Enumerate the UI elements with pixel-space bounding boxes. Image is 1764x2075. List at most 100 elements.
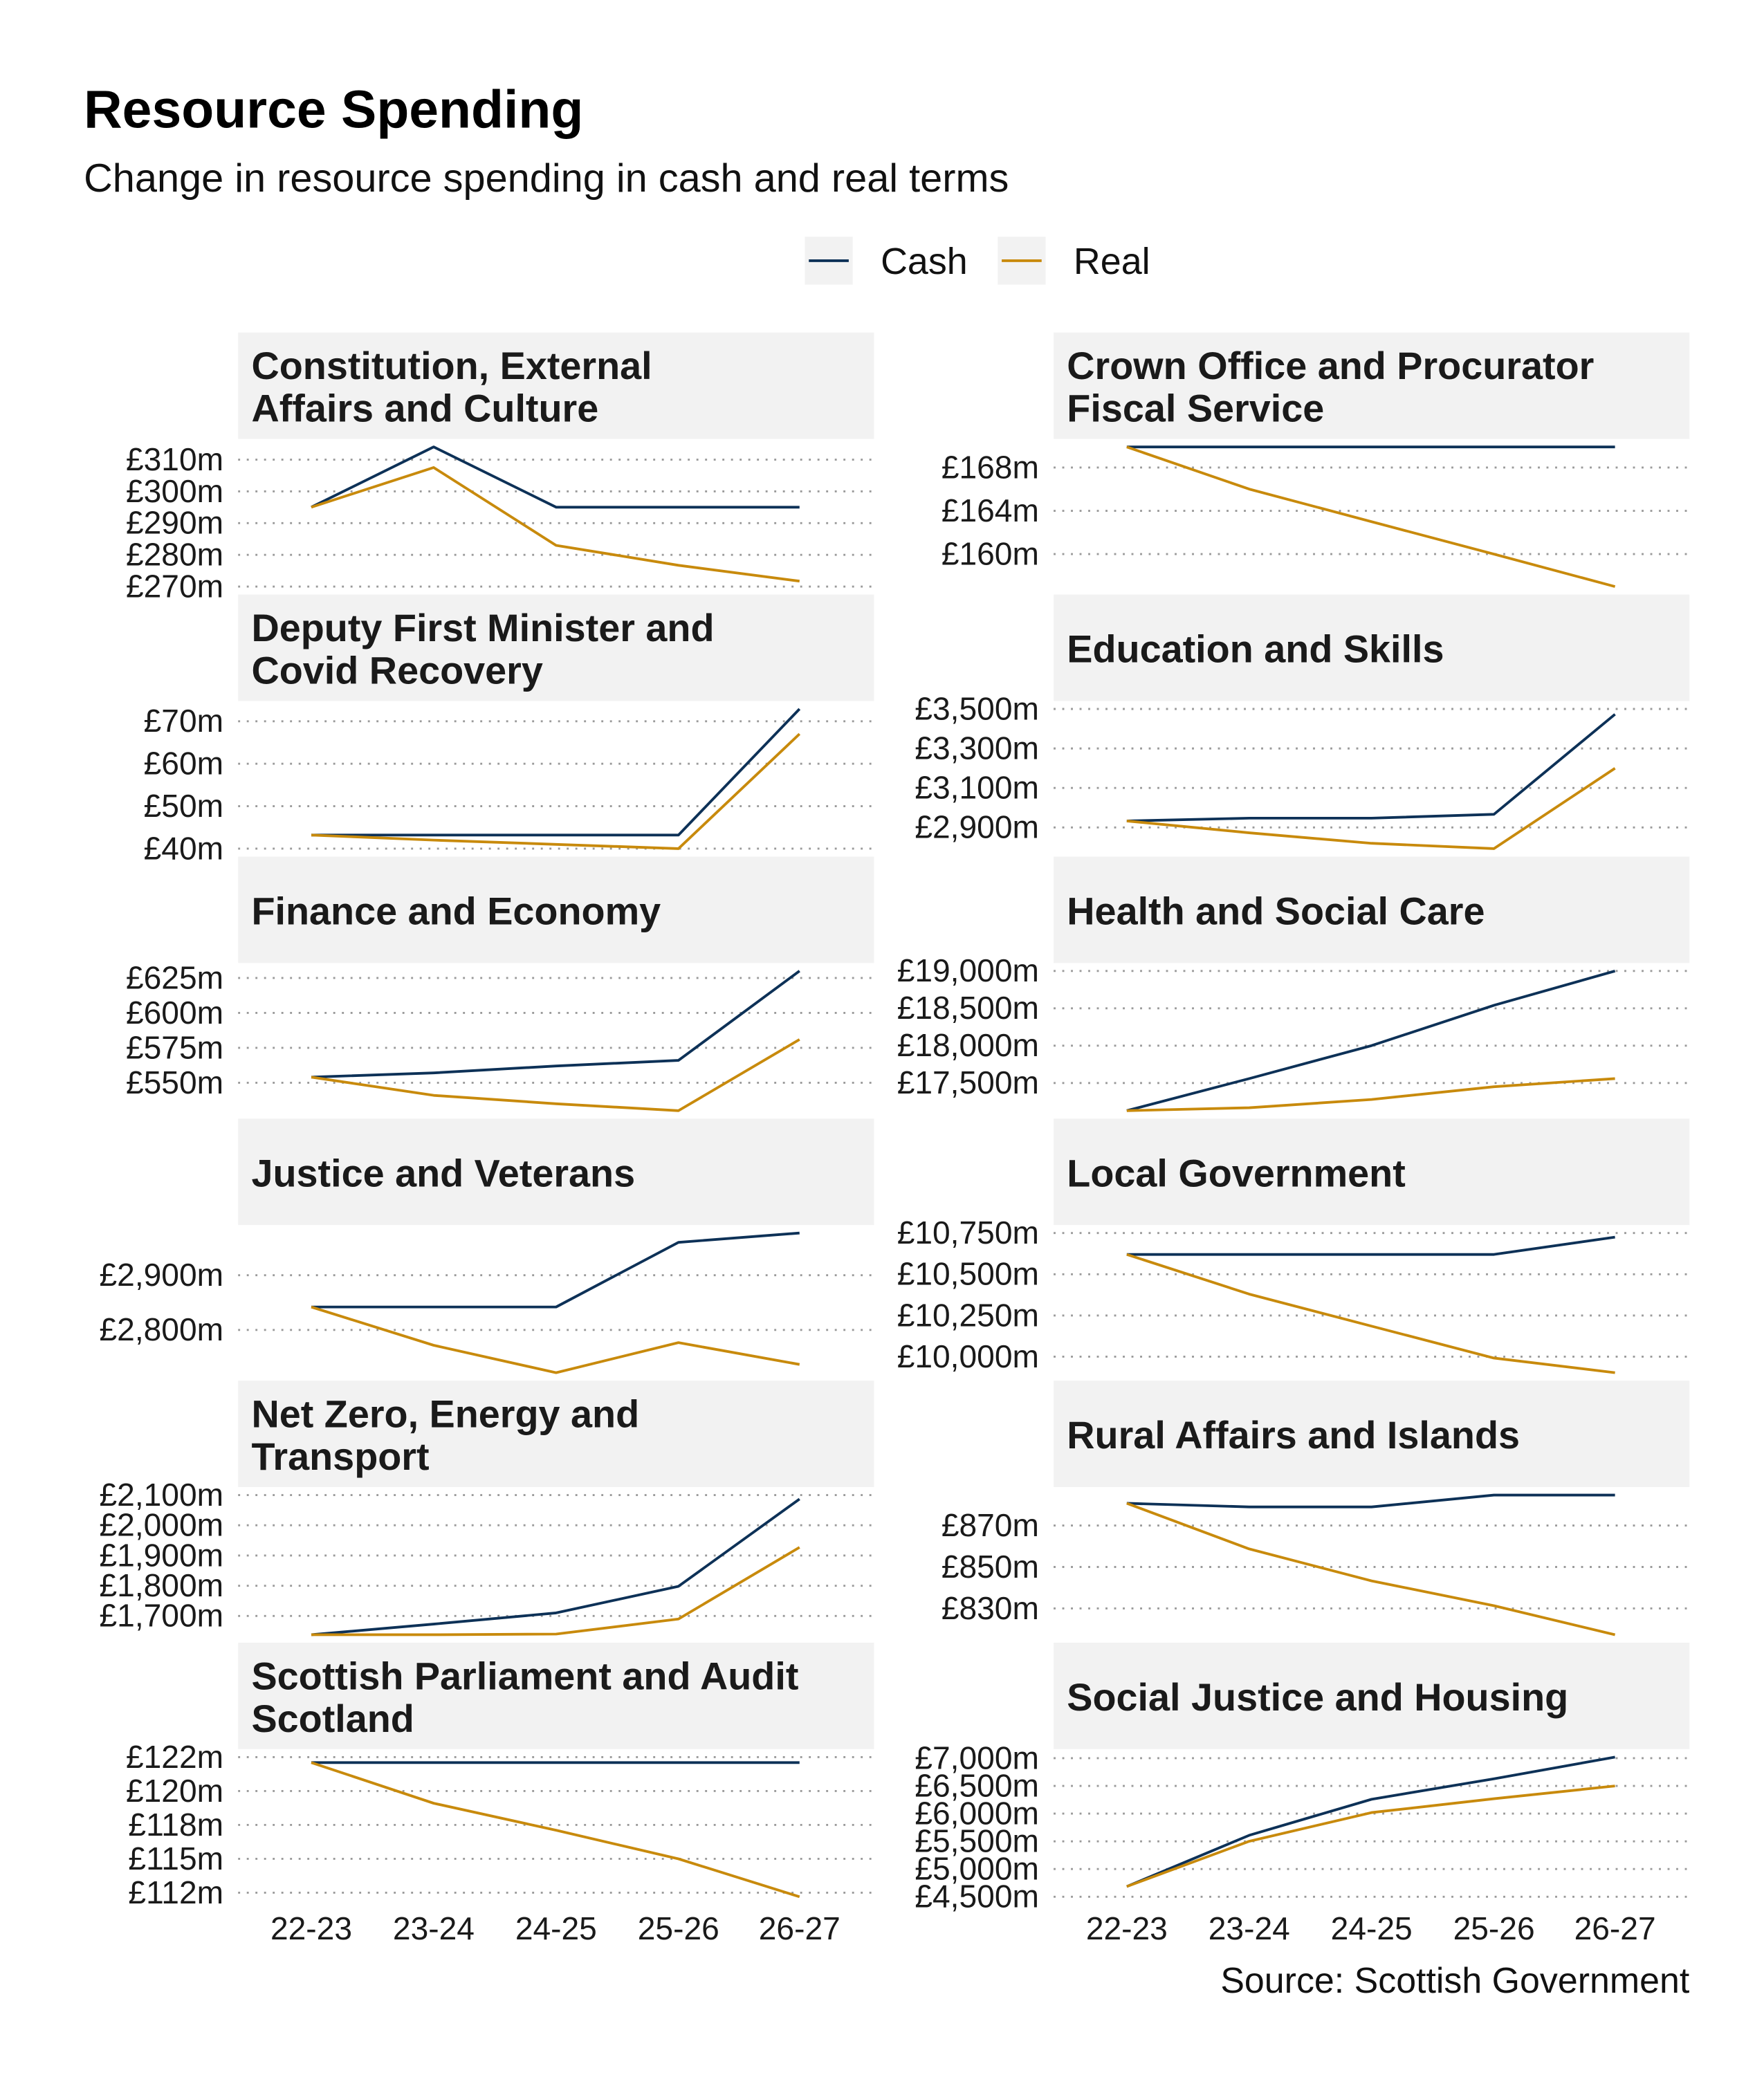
panel-strip bbox=[238, 1643, 874, 1749]
y-tick-label: £850m bbox=[941, 1549, 1039, 1585]
x-tick-label: 25-26 bbox=[638, 1910, 719, 1946]
series-line-cash bbox=[1126, 713, 1616, 822]
panel-title: Justice and Veterans bbox=[251, 1152, 635, 1195]
y-tick-label: £120m bbox=[126, 1773, 223, 1809]
panel-title-line: Net Zero, Energy and bbox=[251, 1392, 639, 1435]
panel-title-line: Finance and Economy bbox=[251, 890, 661, 933]
y-tick-label: £2,900m bbox=[915, 809, 1039, 845]
y-tick-label: £10,750m bbox=[897, 1215, 1039, 1251]
panel-title: Constitution, External Affairs and Cultur… bbox=[251, 344, 652, 430]
series-line-real bbox=[311, 1546, 800, 1636]
panel-strip bbox=[1054, 1118, 1690, 1226]
series-line-real bbox=[311, 1305, 800, 1374]
y-tick-label: £50m bbox=[144, 788, 223, 824]
y-tick-label: £70m bbox=[144, 703, 223, 739]
panel: Local Government £10,000m £10,250m £10,500m… bbox=[897, 1118, 1690, 1374]
series-line-cash bbox=[311, 708, 801, 837]
y-tick-label: £4,500m bbox=[915, 1879, 1039, 1915]
source-note: Source: Scottish Government bbox=[1220, 1961, 1690, 2001]
series-line-real bbox=[1126, 1077, 1615, 1112]
y-tick-label: £310m bbox=[126, 441, 223, 477]
panel: Scottish Parliament and Audit Scotland £11… bbox=[126, 1643, 874, 1910]
y-tick-label: £5,500m bbox=[915, 1823, 1039, 1859]
x-tick-label: 24-25 bbox=[515, 1910, 597, 1946]
y-tick-label: £575m bbox=[126, 1029, 223, 1065]
y-tick-label: £6,500m bbox=[915, 1767, 1039, 1803]
panel-strip bbox=[238, 856, 874, 963]
series-line-real bbox=[311, 1761, 800, 1899]
panel-title-line: Fiscal Service bbox=[1067, 387, 1324, 430]
y-tick-label: £10,250m bbox=[897, 1297, 1039, 1333]
panel-strip bbox=[1054, 332, 1690, 439]
y-tick-label: £625m bbox=[126, 959, 223, 995]
series-line-real bbox=[311, 1038, 800, 1112]
panel-strip bbox=[1054, 1643, 1690, 1749]
panel-title: Education and Skills bbox=[1067, 628, 1444, 671]
series-line-cash bbox=[1126, 969, 1616, 1112]
panel-title-line: Education and Skills bbox=[1067, 628, 1444, 671]
x-tick-label: 25-26 bbox=[1453, 1910, 1535, 1946]
series-line-cash bbox=[1126, 1755, 1615, 1888]
x-tick-label: 22-23 bbox=[270, 1910, 352, 1946]
panel-strip bbox=[1054, 1381, 1690, 1487]
series-line-real bbox=[1126, 445, 1616, 588]
y-tick-label: £270m bbox=[126, 568, 223, 604]
panel-title-line: Transport bbox=[251, 1435, 429, 1478]
x-tick-label: 24-25 bbox=[1331, 1910, 1413, 1946]
x-tick-label: 26-27 bbox=[1574, 1910, 1656, 1946]
y-tick-label: £1,800m bbox=[100, 1567, 224, 1603]
y-tick-label: £168m bbox=[941, 449, 1039, 485]
panel: Finance and Economy £550m£575m£600m£625m bbox=[126, 856, 874, 1112]
panel-title-line: Local Government bbox=[1067, 1152, 1405, 1195]
y-tick-label: £10,500m bbox=[897, 1256, 1039, 1292]
y-tick-label: £3,100m bbox=[915, 770, 1039, 806]
y-tick-label: £870m bbox=[941, 1507, 1039, 1543]
y-tick-label: £160m bbox=[941, 536, 1039, 572]
y-tick-label: £2,900m bbox=[100, 1257, 224, 1293]
panel-title: Social Justice and Housing bbox=[1067, 1676, 1568, 1719]
panel-title: Crown Office and Procurator Fiscal Servic… bbox=[1067, 344, 1594, 430]
y-tick-label: £7,000m bbox=[915, 1740, 1039, 1776]
series-line-cash bbox=[1126, 1493, 1615, 1509]
y-tick-label: £115m bbox=[128, 1841, 223, 1876]
panel-strip bbox=[238, 332, 874, 439]
y-tick-label: £300m bbox=[126, 473, 223, 509]
series-line-real bbox=[311, 466, 800, 583]
panel-title-line: Covid Recovery bbox=[251, 649, 542, 692]
y-tick-label: £3,500m bbox=[915, 690, 1039, 726]
y-tick-label: £40m bbox=[144, 830, 223, 866]
y-tick-label: £290m bbox=[126, 505, 223, 541]
panels: Constitution, External Affairs and Cultur… bbox=[100, 332, 1690, 1915]
series-line-cash bbox=[311, 1497, 800, 1636]
panel: Constitution, External Affairs and Cultur… bbox=[126, 332, 874, 604]
series-line-real bbox=[1126, 767, 1616, 850]
legend: Cash Real bbox=[805, 237, 1150, 285]
y-tick-label: £18,500m bbox=[897, 990, 1039, 1026]
panel-title-line: Scottish Parliament and Audit bbox=[251, 1654, 798, 1697]
panel-strip bbox=[238, 1381, 874, 1487]
series-line-real bbox=[1126, 1253, 1615, 1374]
chart-title: Resource Spending bbox=[84, 80, 583, 140]
y-tick-label: £2,100m bbox=[100, 1477, 224, 1513]
panel-title-line: Health and Social Care bbox=[1067, 890, 1485, 933]
y-tick-label: £17,500m bbox=[897, 1064, 1039, 1100]
legend-label-cash: Cash bbox=[881, 241, 968, 282]
panel-title-line: Affairs and Culture bbox=[251, 387, 598, 430]
y-tick-label: £2,000m bbox=[100, 1507, 224, 1543]
panel-title-line: Constitution, External bbox=[251, 344, 652, 387]
y-tick-label: £122m bbox=[126, 1739, 223, 1775]
series-line-cash bbox=[311, 445, 800, 509]
legend-label-real: Real bbox=[1074, 241, 1150, 282]
panel-title-line: Rural Affairs and Islands bbox=[1067, 1414, 1520, 1457]
y-tick-label: £18,000m bbox=[897, 1027, 1039, 1063]
panel: Net Zero, Energy and Transport £1,700m£1,8… bbox=[100, 1381, 874, 1636]
panel: Deputy First Minister and Covid Recovery £… bbox=[144, 594, 874, 866]
panel-strip bbox=[238, 1118, 874, 1226]
y-tick-label: £2,800m bbox=[100, 1311, 224, 1347]
y-tick-label: £1,700m bbox=[100, 1598, 224, 1634]
series-line-cash bbox=[1126, 1235, 1615, 1256]
panel-title: Local Government bbox=[1067, 1152, 1405, 1195]
y-tick-label: £1,900m bbox=[100, 1537, 224, 1573]
panel: Health and Social Care £17,500m£18,000m£1… bbox=[897, 856, 1690, 1112]
